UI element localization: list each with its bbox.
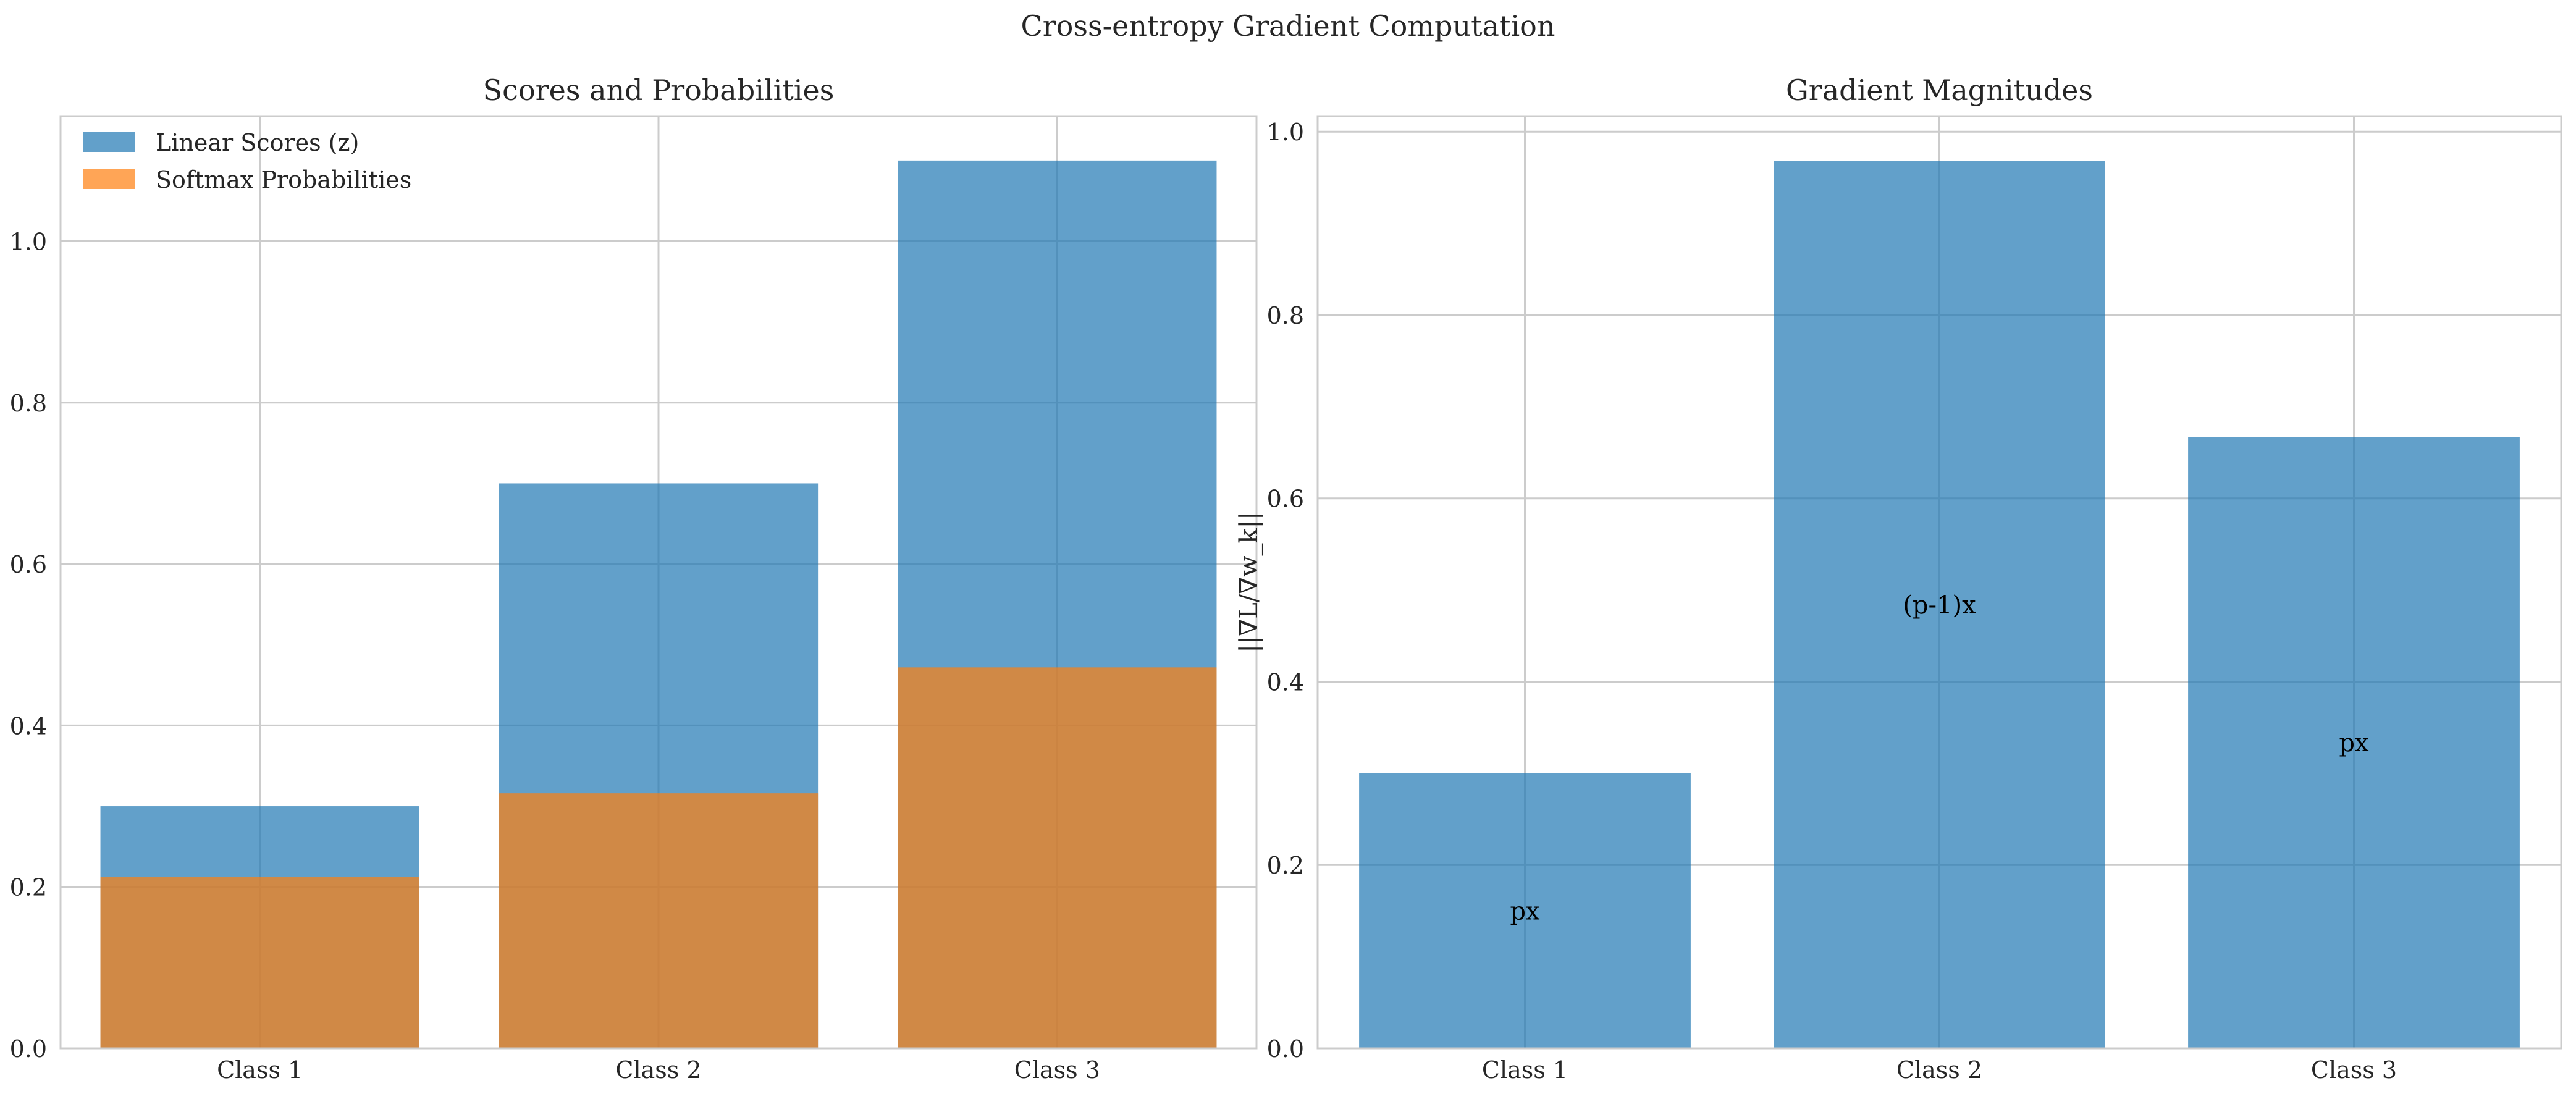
y-tick-label: 1.0 [10,229,47,256]
bar-series-1-class-1 [1359,773,1691,1048]
bar-annotation: px [1510,897,1540,925]
bar-annotation: (p-1)x [1903,591,1976,620]
x-tick-label: Class 2 [615,1056,701,1084]
y-tick-label: 0.4 [10,712,47,739]
x-tick-label: Class 2 [1896,1056,1982,1084]
y-axis-label: ||∇L/∇w_k|| [1235,512,1263,652]
y-tick-label: 0.0 [1267,1035,1304,1063]
axes-frame [59,115,1258,1050]
legend-swatch [83,132,135,152]
axes-frame [1316,115,2562,1050]
figure-title: Cross-entropy Gradient Computation [1021,9,1555,43]
y-tick-label: 0.0 [10,1035,47,1063]
legend-entry: Softmax Probabilities [156,166,411,193]
x-tick-label: Class 3 [1014,1056,1100,1084]
y-tick-label: 0.2 [10,874,47,901]
bar-series-1-class-2 [1774,161,2105,1048]
bar-series-2-class-2 [499,793,819,1048]
bar-series-1-class-3 [2188,437,2520,1048]
legend: Linear Scores (z) Softmax Probabilities [83,129,411,193]
gradient-magnitudes-chart: 0.0 0.2 0.4 0.6 0.8 1.0 px (p-1)x px Class 1 Class… [1235,74,2562,1084]
bar-series-2-class-3 [898,667,1217,1048]
legend-swatch [83,169,135,189]
y-tick-label: 1.0 [1267,119,1304,146]
x-tick-label: Class 3 [2311,1056,2397,1084]
y-tick-label: 0.6 [1267,486,1304,513]
legend-entry: Linear Scores (z) [156,129,359,156]
chart-title: Scores and Probabilities [483,74,835,107]
chart-title: Gradient Magnitudes [1786,74,2093,107]
x-tick-label: Class 1 [1482,1056,1568,1084]
y-tick-label: 0.4 [1267,668,1304,696]
bar-series-2-class-1 [100,877,419,1048]
y-tick-label: 0.6 [10,551,47,578]
y-tick-label: 0.8 [1267,302,1304,329]
y-tick-label: 0.8 [10,390,47,417]
bar-annotation: px [2339,729,2369,757]
scores-probabilities-chart: 0.0 0.2 0.4 0.6 0.8 1.0 Class 1 Class 2 Class 3 S… [10,74,1258,1084]
y-tick-label: 0.2 [1267,852,1304,879]
x-tick-label: Class 1 [217,1056,303,1084]
